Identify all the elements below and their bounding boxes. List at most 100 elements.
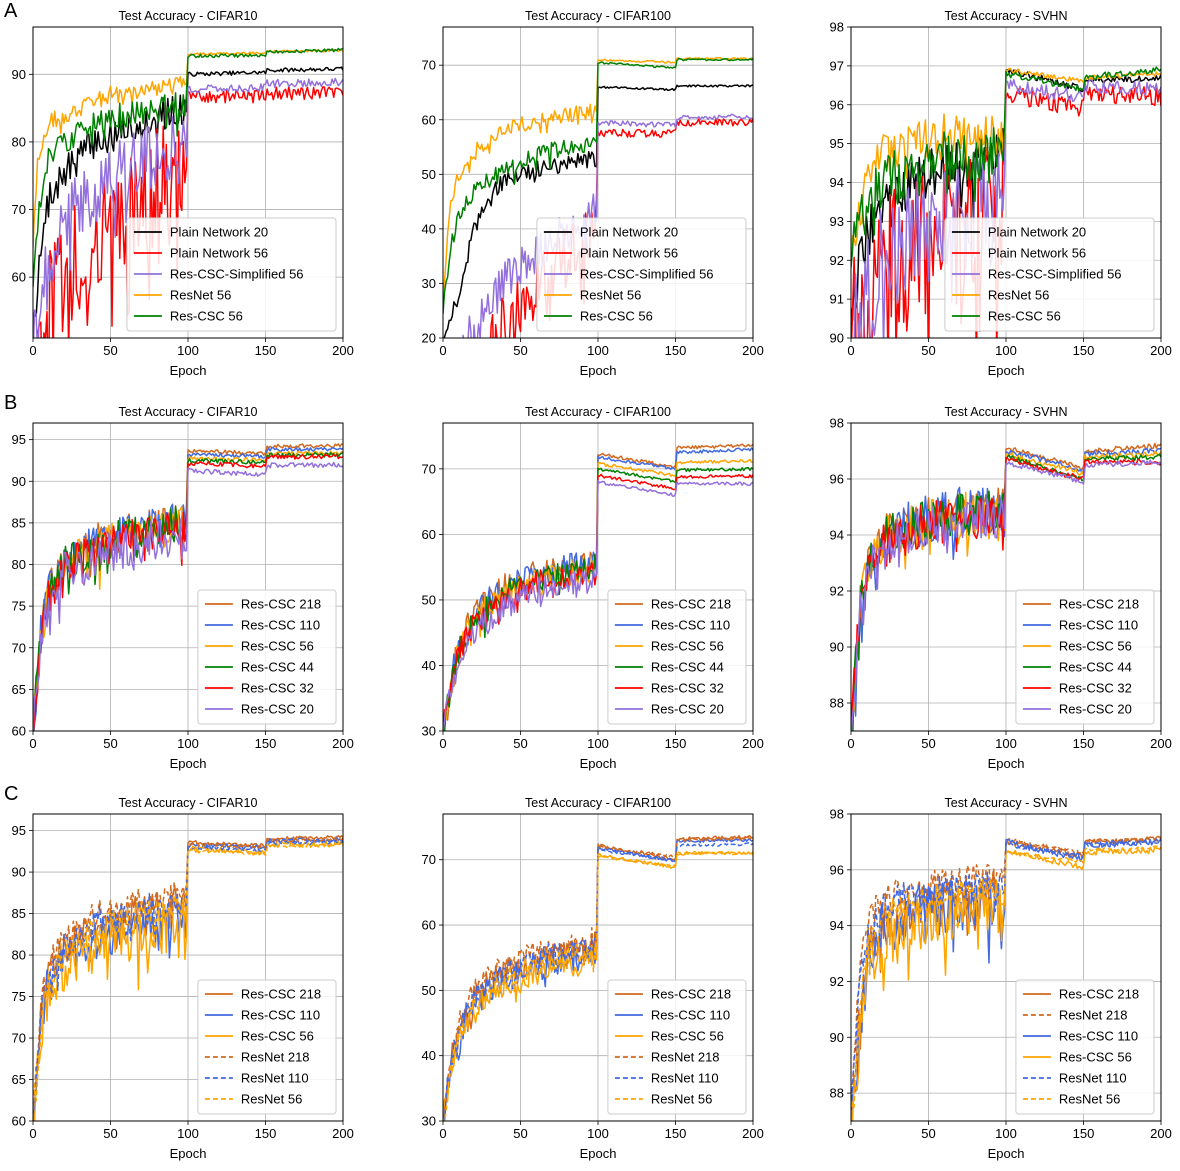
legend-entry: Res-CSC 32 — [241, 681, 314, 696]
y-tick-label: 70 — [12, 202, 26, 217]
legend-box — [1015, 979, 1155, 1115]
legend-entry: ResNet 56 — [241, 1092, 302, 1107]
y-tick-label: 94 — [830, 918, 844, 933]
x-tick-label: 150 — [1073, 343, 1095, 358]
chart-panel-a-0: Test Accuracy - CIFAR10 0 50 100 150 200 60 70 8… — [12, 9, 354, 378]
x-tick-label: 50 — [103, 736, 117, 751]
y-tick-label: 88 — [830, 696, 844, 711]
y-tick-label: 30 — [422, 724, 436, 739]
y-tick-label: 91 — [830, 292, 844, 307]
y-tick-label: 60 — [12, 724, 26, 739]
x-tick-label: 50 — [103, 1126, 117, 1141]
y-tick-label: 80 — [12, 557, 26, 572]
chart-panel-c-1: Test Accuracy - CIFAR100 0 50 100 150 200 30 40… — [422, 796, 764, 1161]
axes-frame — [442, 422, 754, 732]
legend-entry: Res-CSC 218 — [241, 987, 321, 1002]
y-tick-label: 90 — [830, 1030, 844, 1045]
legend-entry: Res-CSC 218 — [651, 597, 731, 612]
x-tick-label: 0 — [847, 1126, 854, 1141]
x-tick-label: 50 — [513, 343, 527, 358]
chart-panel-c-2: Test Accuracy - SVHN 0 50 100 150 200 88 90 92 94… — [830, 796, 1172, 1161]
x-tick-label: 150 — [665, 1126, 687, 1141]
legend-entry: Res-CSC 56 — [580, 309, 653, 324]
y-tick-label: 95 — [830, 136, 844, 151]
series-line-resnet-56 — [33, 843, 343, 1119]
x-axis-label: Epoch — [988, 756, 1025, 771]
series-line-res-csc-44 — [33, 451, 343, 731]
y-tick-label: 96 — [830, 472, 844, 487]
legend-entry: Res-CSC 110 — [651, 1008, 730, 1023]
x-axis-label: Epoch — [170, 1146, 207, 1161]
y-tick-label: 98 — [830, 416, 844, 431]
legend: Res-CSC 218 ResNet 218 Res-CSC 110 Res-CSC … — [1015, 979, 1155, 1115]
series-group — [33, 834, 343, 1121]
legend-entry: Res-CSC 110 — [651, 618, 730, 633]
legend-entry: ResNet 110 — [241, 1071, 309, 1086]
y-tick-label: 98 — [830, 20, 844, 35]
y-tick-label: 70 — [422, 852, 436, 867]
legend-box — [197, 589, 337, 725]
x-axis-label: Epoch — [580, 363, 617, 378]
legend-entry: ResNet 56 — [988, 288, 1049, 303]
x-tick-label: 0 — [847, 736, 854, 751]
x-tick-label: 100 — [995, 736, 1017, 751]
y-tick-label: 93 — [830, 214, 844, 229]
legend: Res-CSC 218 Res-CSC 110 Res-CSC 56 Res-CSC … — [607, 589, 747, 725]
legend-entry: ResNet 56 — [1059, 1092, 1120, 1107]
y-tick-label: 50 — [422, 983, 436, 998]
y-tick-label: 40 — [422, 1048, 436, 1063]
y-tick-label: 30 — [422, 1114, 436, 1129]
x-tick-label: 100 — [587, 736, 609, 751]
legend-entry: Res-CSC 110 — [241, 618, 320, 633]
y-tick-label: 85 — [12, 906, 26, 921]
y-tick-label: 98 — [830, 807, 844, 822]
y-tick-label: 90 — [12, 67, 26, 82]
axes-frame — [32, 26, 344, 339]
legend: Plain Network 20 Plain Network 56 Res-CSC-… — [944, 217, 1155, 332]
legend-entry: Plain Network 56 — [170, 246, 268, 261]
x-axis-label: Epoch — [580, 756, 617, 771]
x-axis-label: Epoch — [988, 1146, 1025, 1161]
legend-entry: Res-CSC 218 — [241, 597, 321, 612]
x-tick-label: 100 — [995, 1126, 1017, 1141]
y-tick-label: 70 — [422, 461, 436, 476]
x-tick-label: 50 — [103, 343, 117, 358]
y-tick-label: 88 — [830, 1086, 844, 1101]
chart-title: Test Accuracy - CIFAR100 — [525, 405, 671, 419]
y-tick-label: 94 — [830, 175, 844, 190]
x-tick-label: 200 — [1150, 736, 1172, 751]
axes-frame — [32, 422, 344, 732]
series-line-res-csc-20 — [443, 479, 753, 731]
x-tick-label: 0 — [439, 343, 446, 358]
x-axis-label: Epoch — [988, 363, 1025, 378]
x-tick-label: 50 — [921, 1126, 935, 1141]
x-tick-label: 200 — [332, 343, 354, 358]
legend-entry: Plain Network 20 — [170, 225, 268, 240]
y-tick-label: 65 — [12, 682, 26, 697]
x-tick-label: 200 — [1150, 1126, 1172, 1141]
x-tick-label: 100 — [587, 1126, 609, 1141]
y-tick-label: 92 — [830, 253, 844, 268]
legend-entry: Res-CSC 218 — [651, 987, 731, 1002]
series-group — [851, 66, 1161, 338]
series-line-resnet-110 — [443, 842, 753, 1121]
y-tick-label: 90 — [12, 474, 26, 489]
y-tick-label: 90 — [830, 331, 844, 346]
legend-entry: Res-CSC 32 — [651, 681, 724, 696]
x-tick-label: 50 — [921, 736, 935, 751]
y-tick-label: 90 — [12, 865, 26, 880]
y-tick-label: 60 — [12, 1114, 26, 1129]
legend-entry: Res-CSC 32 — [1059, 681, 1132, 696]
row-label-c: C — [4, 783, 19, 805]
legend: Res-CSC 218 Res-CSC 110 Res-CSC 56 Res-CSC … — [197, 589, 337, 725]
axes-frame — [442, 26, 754, 339]
legend-entry: Plain Network 56 — [988, 246, 1086, 261]
axes-frame — [442, 813, 754, 1122]
legend-box — [1015, 589, 1155, 725]
y-tick-label: 96 — [830, 862, 844, 877]
y-tick-label: 60 — [422, 112, 436, 127]
series-line-res-csc-32 — [443, 473, 753, 731]
series-line-res-csc-20 — [33, 461, 343, 731]
series-line-resnet-56 — [851, 845, 1161, 1116]
